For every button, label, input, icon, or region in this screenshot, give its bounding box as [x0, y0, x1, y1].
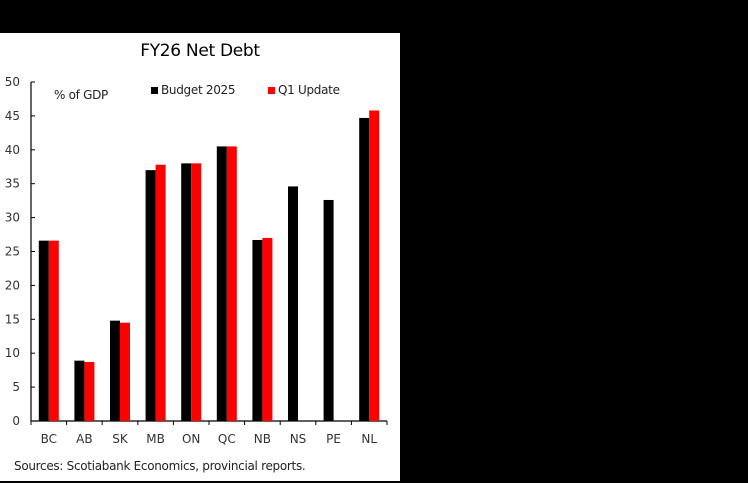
bar-pe-budget-2025 — [323, 199, 334, 421]
bar-nl-q1-update — [369, 110, 380, 421]
y-tick-label: 10 — [5, 346, 20, 360]
y-tick-label: 40 — [5, 143, 20, 157]
bar-mb-budget-2025 — [145, 170, 156, 421]
x-tick-label: NB — [254, 432, 271, 446]
bar-ns-budget-2025 — [288, 186, 298, 421]
y-tick-label: 15 — [5, 312, 20, 326]
y-tick-label: 0 — [12, 414, 20, 428]
legend-swatch-black — [151, 86, 158, 94]
y-axis-unit-label: % of GDP — [54, 88, 108, 102]
y-tick-label: 35 — [5, 177, 20, 191]
x-tick-label: NL — [361, 432, 377, 446]
x-tick-label: AB — [76, 432, 92, 446]
bar-sk-q1-update — [120, 322, 130, 421]
bar-bc-budget-2025 — [38, 240, 49, 421]
y-tick-label: 30 — [5, 211, 20, 225]
x-tick-label: PE — [326, 432, 341, 446]
bar-mb-q1-update — [155, 164, 166, 421]
bar-qc-budget-2025 — [216, 146, 227, 421]
bar-nb-budget-2025 — [252, 239, 263, 421]
y-tick-label: 25 — [5, 245, 20, 259]
legend-swatch-red — [268, 86, 275, 94]
x-tick-label: MB — [146, 432, 165, 446]
legend-label: Q1 Update — [278, 83, 340, 97]
bar-on-budget-2025 — [181, 163, 192, 422]
x-tick-label: NS — [290, 432, 307, 446]
legend-item-q1-update: Q1 Update — [268, 83, 340, 97]
x-tick-label: BC — [41, 432, 57, 446]
chart-title: FY26 Net Debt — [140, 41, 260, 61]
legend-item-budget-2025: Budget 2025 — [151, 83, 236, 97]
y-tick-label: 5 — [12, 380, 20, 394]
bar-ab-q1-update — [84, 362, 95, 421]
bar-ab-budget-2025 — [74, 360, 85, 421]
x-tick-label: SK — [112, 432, 129, 446]
bar-qc-q1-update — [226, 146, 237, 421]
legend-label: Budget 2025 — [161, 83, 236, 97]
x-tick-label: QC — [218, 432, 236, 446]
x-tick-label: ON — [182, 432, 200, 446]
y-tick-label: 45 — [5, 109, 20, 123]
source-note: Sources: Scotiabank Economics, provincia… — [14, 459, 306, 473]
y-tick-label: 20 — [5, 278, 20, 292]
bar-nl-budget-2025 — [359, 117, 370, 422]
bar-bc-q1-update — [48, 240, 59, 421]
bar-sk-budget-2025 — [110, 320, 120, 421]
bar-nb-q1-update — [262, 237, 273, 421]
bar-on-q1-update — [191, 163, 202, 422]
y-tick-label: 50 — [5, 75, 20, 89]
